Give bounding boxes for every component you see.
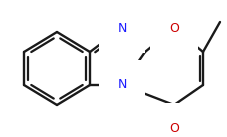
Text: O: O [168, 22, 178, 35]
Text: O: O [168, 122, 178, 135]
Text: N: N [117, 79, 126, 92]
Text: N: N [117, 22, 126, 35]
